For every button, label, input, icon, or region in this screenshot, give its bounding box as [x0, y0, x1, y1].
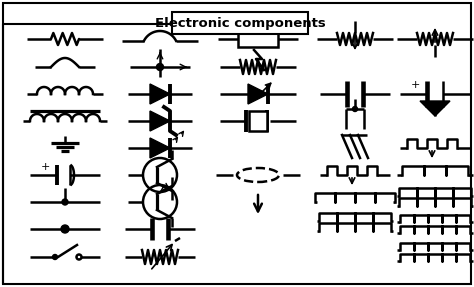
Polygon shape	[150, 138, 170, 158]
Polygon shape	[150, 111, 170, 131]
Circle shape	[61, 225, 69, 233]
Circle shape	[62, 199, 68, 205]
Circle shape	[353, 106, 357, 112]
FancyBboxPatch shape	[172, 12, 308, 34]
Polygon shape	[150, 84, 170, 104]
Bar	[238, 31, 278, 47]
Circle shape	[156, 63, 164, 71]
Text: +: +	[40, 162, 50, 172]
Circle shape	[76, 255, 82, 259]
Circle shape	[53, 255, 57, 259]
Text: Electronic components: Electronic components	[155, 16, 325, 30]
Text: +: +	[410, 80, 419, 90]
Polygon shape	[420, 101, 450, 116]
Polygon shape	[248, 84, 268, 104]
Bar	[249, 111, 267, 131]
